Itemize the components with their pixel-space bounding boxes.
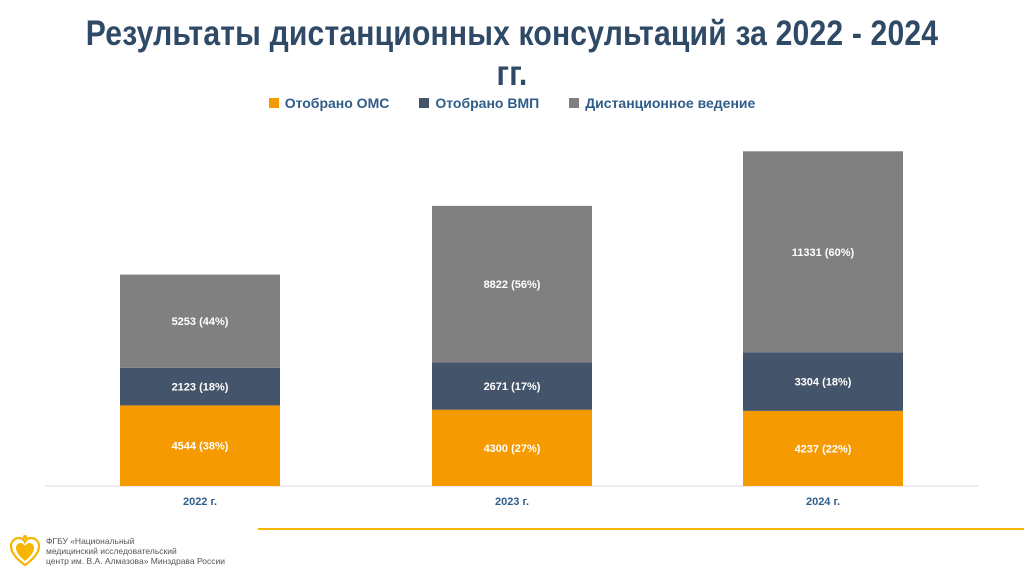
bar-segment-vmp-2 (743, 352, 903, 411)
data-label-oms-0: 4544 (38%) (172, 441, 229, 453)
footer-divider (258, 528, 1024, 530)
legend-swatch-vmp (419, 98, 430, 108)
footer-line-2: медицинский исследовательский (46, 546, 177, 556)
data-label-oms-2: 4237 (22%) (795, 443, 852, 455)
footer-line-3: центр им. В.А. Алмазова» Минздрава Росси… (46, 556, 225, 566)
x-tick-label-0: 2022 г. (183, 496, 217, 508)
legend-item-oms: Отобрано ОМС (268, 95, 390, 111)
data-label-vmp-1: 2671 (17%) (484, 381, 541, 393)
footer-line-1: ФГБУ «Национальный (46, 536, 135, 546)
bar-segment-remote-0 (120, 274, 280, 368)
bar-segment-remote-1 (432, 205, 592, 363)
legend-label-vmp: Отобрано ВМП (435, 95, 540, 111)
data-label-oms-1: 4300 (27%) (484, 443, 541, 455)
legend-item-vmp: Отобрано ВМП (419, 95, 539, 111)
legend-swatch-oms (268, 98, 279, 108)
data-label-remote-0: 5253 (44%) (172, 316, 229, 328)
chart-legend: Отобрано ОМС Отобрано ВМП Дистанционное … (0, 95, 1024, 111)
legend-item-remote: Дистанционное ведение (569, 95, 755, 111)
footer-org-name: ФГБУ «Национальный медицинский исследова… (46, 536, 225, 566)
bar-segment-oms-1 (432, 409, 592, 486)
legend-label-oms: Отобрано ОМС (284, 95, 390, 111)
legend-swatch-remote (569, 98, 580, 108)
bar-segment-vmp-0 (120, 367, 280, 406)
legend-label-remote: Дистанционное ведение (585, 95, 756, 111)
footer: ФГБУ «Национальный медицинский исследова… (10, 534, 225, 568)
data-label-vmp-0: 2123 (18%) (172, 382, 229, 394)
x-tick-label-2: 2024 г. (806, 496, 840, 508)
data-label-vmp-2: 3304 (18%) (795, 377, 852, 389)
page-title: Результаты дистанционных консультаций за… (85, 14, 939, 93)
heart-logo-icon (10, 535, 40, 567)
bar-segment-oms-2 (743, 410, 903, 486)
data-label-remote-1: 8822 (56%) (484, 279, 541, 291)
bar-segment-remote-2 (743, 151, 903, 353)
data-label-remote-2: 11331 (60%) (792, 247, 855, 259)
stacked-bar-chart: 4544 (38%) 2123 (18%) 5253 (44%) 2022 г. 430… (45, 151, 978, 508)
x-tick-label-1: 2023 г. (495, 496, 529, 508)
bar-segment-vmp-1 (432, 362, 592, 410)
bar-segment-oms-0 (120, 405, 280, 486)
